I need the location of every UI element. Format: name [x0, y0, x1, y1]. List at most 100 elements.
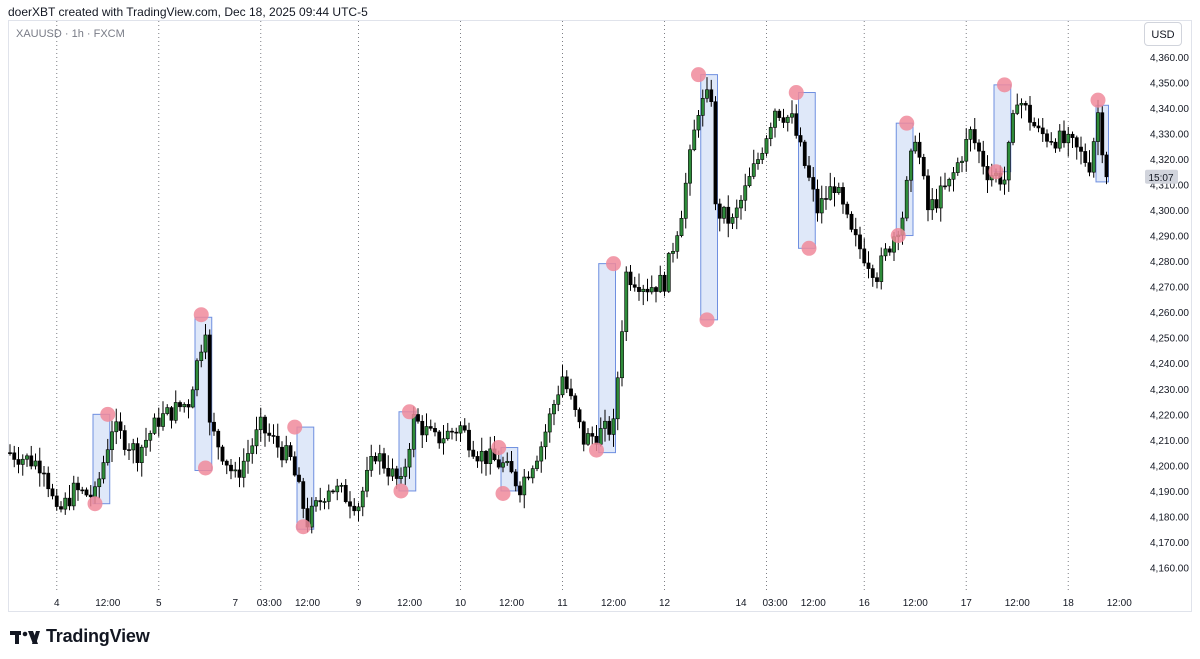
- candle-body-up: [1096, 112, 1100, 142]
- candle-body-up: [93, 486, 97, 498]
- candle-body-down: [301, 481, 306, 509]
- candle-body-up: [203, 334, 208, 353]
- candle-body-up: [620, 331, 624, 379]
- time-tick-label: 12:00: [903, 598, 928, 609]
- candle-body-up: [913, 141, 918, 152]
- candle-body-down: [926, 175, 930, 211]
- price-tick-label: 4,170.00: [1150, 538, 1189, 549]
- swing-marker: [1090, 92, 1106, 108]
- candle-body-up: [909, 150, 913, 181]
- candle-body-up: [173, 402, 178, 421]
- candle-body-up: [241, 460, 246, 478]
- candle-body-down: [972, 129, 977, 144]
- candle-body-up: [768, 127, 773, 139]
- candle-body-up: [479, 450, 484, 462]
- candle-body-up: [700, 97, 705, 116]
- tradingview-logo[interactable]: TradingView: [10, 626, 150, 647]
- candle-body-up: [1057, 130, 1062, 149]
- candle-body-up: [165, 407, 170, 414]
- last-price-label: 15:07: [1145, 169, 1178, 184]
- price-tick-label: 4,290.00: [1150, 232, 1189, 243]
- time-tick-label: 16: [859, 598, 871, 609]
- candle-body-down: [985, 166, 990, 181]
- candle-body-up: [530, 468, 535, 479]
- candle-body-down: [853, 229, 858, 236]
- price-axis[interactable]: 4,360.00 4,350.00 4,340.00 4,330.00 4,320.00…: [1150, 53, 1189, 575]
- candle-body-up: [598, 428, 603, 445]
- candle-body-up: [314, 500, 318, 507]
- candle-body-down: [267, 432, 272, 436]
- candle-body-down: [29, 455, 34, 467]
- time-tick-label: 9: [356, 598, 362, 609]
- candle-body-up: [233, 469, 238, 472]
- candle-body-down: [862, 248, 867, 264]
- chart-frame: [8, 20, 1192, 612]
- candle-body-down: [263, 416, 267, 434]
- time-tick-label: 12:00: [1107, 598, 1132, 609]
- time-tick-label: 12:00: [397, 598, 422, 609]
- time-axis[interactable]: 4 12:00 5 7 03:00 12:00 9 12:00 10 12:00 11 12:00 12…: [54, 598, 1132, 609]
- price-tick-label: 4,330.00: [1150, 129, 1189, 140]
- candle-body-up: [411, 414, 416, 450]
- candle-body-up: [760, 153, 765, 160]
- time-tick-label: 18: [1063, 598, 1075, 609]
- swing-marker: [495, 486, 511, 501]
- candle-body-up: [722, 206, 726, 219]
- candle-body-down: [454, 431, 459, 434]
- candle-body-up: [666, 253, 671, 292]
- swing-marker: [198, 460, 213, 476]
- candle-body-up: [339, 485, 344, 487]
- candle-body-up: [692, 129, 697, 151]
- candle-body-down: [794, 113, 799, 136]
- candle-body-down: [229, 464, 233, 472]
- candle-body-up: [751, 163, 756, 177]
- candle-body-down: [484, 450, 488, 464]
- candle-body-down: [1023, 103, 1028, 106]
- candle-body-down: [1032, 122, 1037, 127]
- currency-button[interactable]: USD: [1144, 22, 1182, 46]
- candle-body-up: [505, 461, 510, 464]
- candle-body-down: [169, 407, 174, 421]
- price-tick-label: 4,320.00: [1150, 155, 1189, 166]
- time-tick-label: 11: [557, 598, 568, 609]
- candle-body-up: [144, 439, 148, 448]
- range-zone: [798, 92, 816, 249]
- candle-body-down: [815, 188, 820, 214]
- candle-body-down: [934, 199, 939, 209]
- candle-body-down: [437, 431, 442, 444]
- swing-marker: [988, 164, 1004, 180]
- candle-body-down: [127, 449, 131, 451]
- time-tick-label: 14: [735, 598, 747, 609]
- candle-body-down: [280, 446, 284, 461]
- candle-body-up: [679, 218, 684, 236]
- candle-body-down: [1087, 162, 1092, 173]
- candle-body-up: [441, 438, 446, 444]
- time-tick-label: 12:00: [295, 598, 320, 609]
- candle-body-up: [951, 172, 956, 180]
- candle-body-up: [326, 490, 331, 502]
- candle-body-down: [632, 284, 637, 288]
- candle-body-down: [348, 501, 352, 507]
- candle-body-down: [824, 198, 828, 200]
- candle-body-down: [917, 141, 922, 158]
- candle-body-down: [513, 471, 518, 487]
- candle-body-up: [105, 449, 110, 463]
- candle-body-down: [386, 467, 391, 477]
- swing-marker: [402, 404, 417, 420]
- price-tick-label: 4,260.00: [1150, 308, 1189, 319]
- candle-body-up: [424, 426, 429, 436]
- time-tick-label: 12:00: [499, 598, 524, 609]
- candle-body-up: [360, 490, 365, 508]
- time-tick-label: 03:00: [762, 598, 787, 609]
- candle-body-down: [713, 101, 718, 205]
- candle-body-down: [16, 459, 21, 465]
- candle-body-down: [88, 494, 93, 498]
- candle-body-up: [730, 217, 735, 224]
- candle-body-down: [509, 461, 514, 473]
- price-tick-label: 4,190.00: [1150, 487, 1189, 498]
- candle-body-up: [284, 445, 289, 461]
- chart-header: doerXBT created with TradingView.com, De…: [8, 5, 368, 19]
- swing-marker: [193, 307, 209, 323]
- candle-body-up: [501, 462, 505, 468]
